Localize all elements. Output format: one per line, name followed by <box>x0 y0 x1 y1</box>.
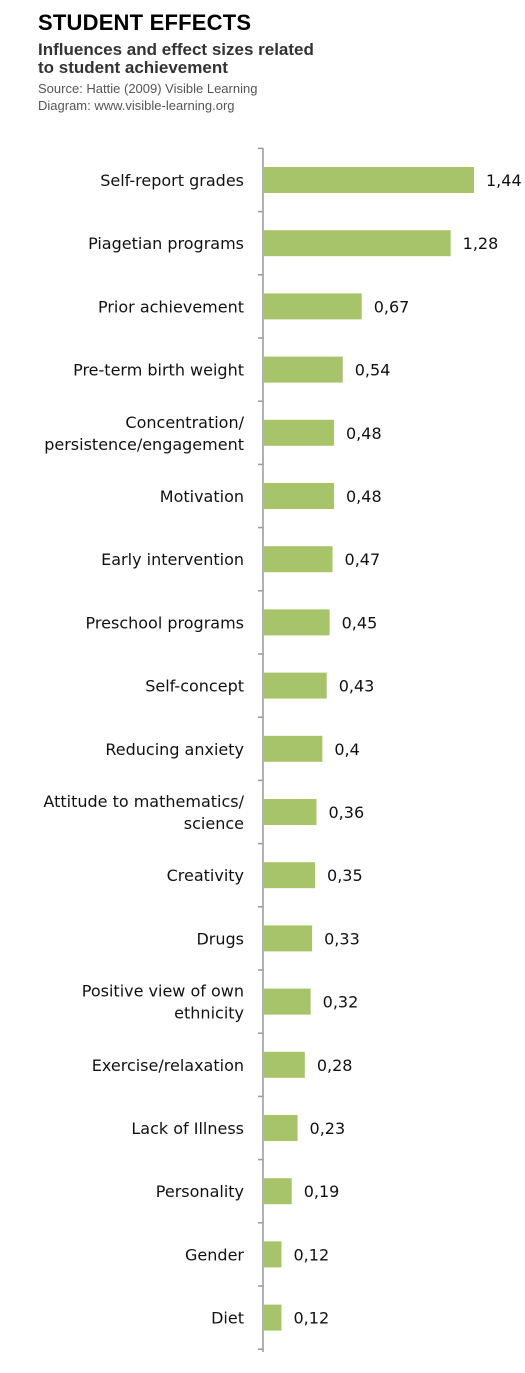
bar <box>264 419 334 446</box>
category-label-line: Positive view of own <box>82 982 244 1001</box>
bar <box>264 862 316 889</box>
category-label-line: Pre-term birth weight <box>73 361 244 380</box>
value-label: 0,23 <box>310 1119 346 1138</box>
category-label-line: Attitude to mathematics/ <box>43 792 244 811</box>
chart-header: STUDENT EFFECTS Influences and effect si… <box>38 10 508 114</box>
category-label: Self-concept <box>145 677 244 696</box>
value-label: 0,47 <box>345 550 381 569</box>
category-label-line: Exercise/relaxation <box>92 1056 244 1075</box>
category-label-line: Reducing anxiety <box>105 740 244 759</box>
category-label-line: Lack of Illness <box>131 1119 244 1138</box>
category-label: Self-report grades <box>100 171 244 190</box>
value-label: 0,32 <box>323 993 359 1012</box>
category-label-line: Concentration/ <box>125 413 244 432</box>
category-label-line: Self-concept <box>145 677 244 696</box>
bar <box>264 546 333 573</box>
category-label: Exercise/relaxation <box>92 1056 244 1075</box>
value-label: 1,28 <box>463 234 499 253</box>
category-label-line: science <box>184 814 244 833</box>
category-label: Attitude to mathematics/science <box>43 792 244 833</box>
value-label: 0,12 <box>294 1245 330 1264</box>
category-label: Creativity <box>167 866 244 885</box>
value-label: 0,36 <box>329 803 365 822</box>
bar <box>264 735 323 762</box>
category-label-line: Diet <box>211 1309 244 1328</box>
category-label-line: Piagetian programs <box>88 234 244 253</box>
category-label-line: persistence/engagement <box>44 435 244 454</box>
bar <box>264 988 311 1015</box>
category-label-line: Drugs <box>196 929 244 948</box>
value-label: 1,44 <box>486 171 522 190</box>
bar <box>264 167 474 193</box>
bar <box>264 483 334 509</box>
bar <box>264 609 330 636</box>
value-label: 0,28 <box>317 1056 353 1075</box>
category-label-line: ethnicity <box>174 1004 244 1023</box>
category-label-line: Motivation <box>160 487 244 506</box>
diagram-credit: Diagram: www.visible-learning.org <box>38 98 235 113</box>
category-label: Drugs <box>196 929 244 948</box>
value-label: 0,48 <box>346 424 382 443</box>
category-label-line: Creativity <box>167 866 244 885</box>
bar <box>264 1051 305 1078</box>
category-label-line: Personality <box>156 1182 244 1201</box>
bar <box>264 1178 292 1205</box>
value-label: 0,4 <box>334 740 359 759</box>
value-label: 0,48 <box>346 487 382 506</box>
bar <box>264 293 362 320</box>
category-label: Piagetian programs <box>88 234 244 253</box>
category-label: Gender <box>185 1245 244 1264</box>
chart-source: Source: Hattie (2009) Visible Learning D… <box>38 80 508 114</box>
bar <box>264 1241 282 1268</box>
value-label: 0,12 <box>294 1309 330 1328</box>
value-label: 0,43 <box>339 677 375 696</box>
bar <box>264 1304 282 1331</box>
category-label-line: Self-report grades <box>100 171 244 190</box>
category-label: Concentration/persistence/engagement <box>44 413 244 454</box>
value-label: 0,45 <box>342 613 378 632</box>
category-label-line: Prior achievement <box>98 297 244 316</box>
bar <box>264 925 313 952</box>
chart-subtitle: Influences and effect sizes related to s… <box>38 41 508 77</box>
category-label: Reducing anxiety <box>105 740 244 759</box>
bar <box>264 672 327 699</box>
value-label: 0,54 <box>355 361 391 380</box>
value-label: 0,33 <box>324 929 360 948</box>
category-label: Pre-term birth weight <box>73 361 244 380</box>
bar <box>264 1115 298 1141</box>
category-label-line: Early intervention <box>101 550 244 569</box>
category-label-line: Gender <box>185 1245 244 1264</box>
category-label: Personality <box>156 1182 244 1201</box>
chart-subtitle-line-1: Influences and effect sizes related <box>38 40 314 59</box>
chart-title: STUDENT EFFECTS <box>38 10 252 35</box>
category-label-line: Preschool programs <box>86 613 244 632</box>
value-label: 0,35 <box>327 866 363 885</box>
bar <box>264 799 317 825</box>
category-label: Lack of Illness <box>131 1119 244 1138</box>
category-label: Early intervention <box>101 550 244 569</box>
chart-subtitle-line-2: to student achievement <box>38 58 228 77</box>
bar <box>264 356 343 383</box>
bar <box>264 230 451 257</box>
value-label: 0,67 <box>374 297 410 316</box>
value-label: 0,19 <box>304 1182 340 1201</box>
category-label: Preschool programs <box>86 613 244 632</box>
category-label: Motivation <box>160 487 244 506</box>
category-label: Prior achievement <box>98 297 244 316</box>
category-label: Positive view of own ethnicity <box>82 982 244 1023</box>
category-label: Diet <box>211 1309 244 1328</box>
source-credit: Source: Hattie (2009) Visible Learning <box>38 81 258 96</box>
